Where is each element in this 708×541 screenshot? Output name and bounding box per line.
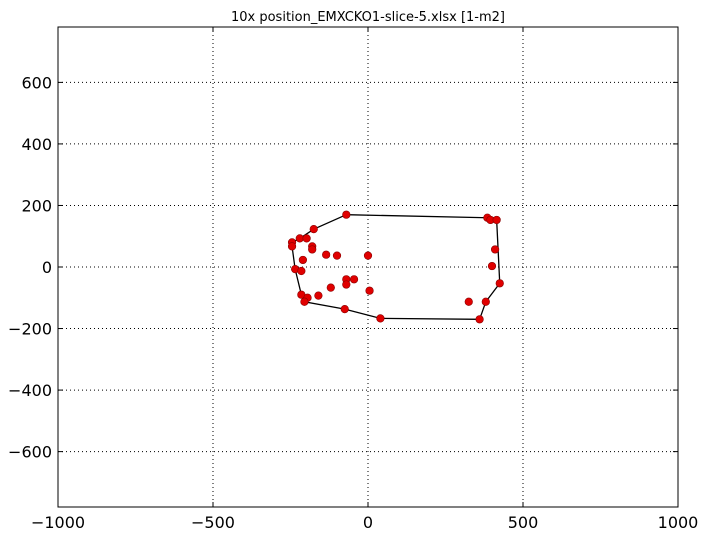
x-axis-ticks: −1000 −500 0 500 1000 <box>31 27 698 532</box>
data-point <box>376 314 385 323</box>
data-point <box>298 255 308 265</box>
grid-lines <box>58 27 678 507</box>
data-point <box>300 297 309 306</box>
y-tick-label: 400 <box>21 135 52 154</box>
data-point <box>302 234 311 243</box>
data-point <box>487 261 497 271</box>
data-points <box>287 210 504 324</box>
y-tick-label: −200 <box>8 320 52 339</box>
data-point <box>314 291 323 300</box>
data-point <box>322 250 331 259</box>
data-point <box>340 305 349 314</box>
data-point <box>491 245 500 254</box>
x-tick-label: −1000 <box>31 513 85 532</box>
y-axis-ticks: −600 −400 −200 0 200 400 600 <box>8 73 678 462</box>
data-point <box>349 275 359 284</box>
y-tick-label: −600 <box>8 443 52 462</box>
x-tick-label: 500 <box>508 513 539 532</box>
x-tick-label: 0 <box>363 513 373 532</box>
data-point <box>326 283 335 292</box>
y-tick-label: 600 <box>21 73 52 92</box>
data-point <box>365 286 374 295</box>
data-point <box>297 266 306 276</box>
data-point <box>342 280 351 289</box>
data-point <box>363 251 373 260</box>
x-tick-label: −500 <box>191 513 235 532</box>
x-tick-label: 1000 <box>658 513 699 532</box>
data-point <box>308 245 317 254</box>
data-point <box>475 315 484 324</box>
y-tick-label: −400 <box>8 381 52 400</box>
data-point <box>295 234 304 243</box>
data-point <box>492 215 501 225</box>
data-point <box>309 225 318 234</box>
data-point <box>287 242 297 251</box>
y-tick-label: 0 <box>42 258 52 277</box>
data-point <box>495 279 504 288</box>
data-point <box>481 297 490 306</box>
data-point <box>332 251 342 260</box>
y-tick-label: 200 <box>21 196 52 215</box>
data-point <box>464 297 473 306</box>
data-point <box>342 210 351 219</box>
chart-title: 10x position_EMXCKO1-slice-5.xlsx [1-m2] <box>231 10 505 25</box>
